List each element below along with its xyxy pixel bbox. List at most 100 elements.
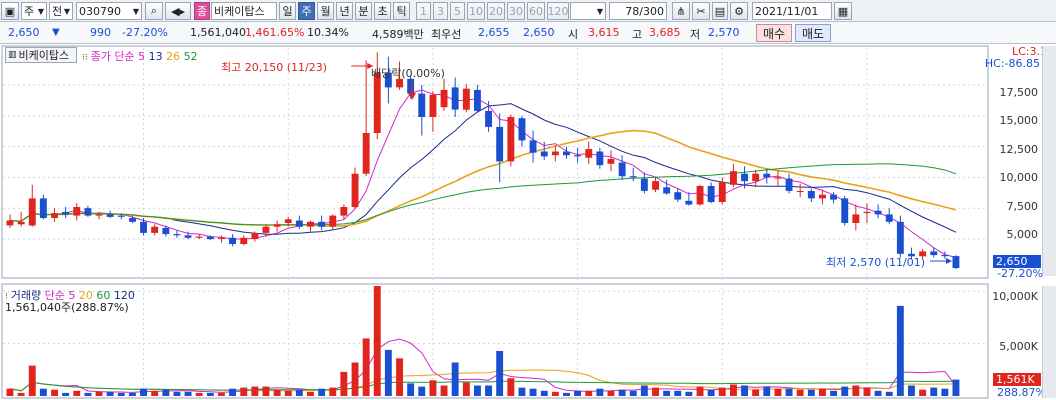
window-icon[interactable]: ▣: [1, 2, 19, 20]
name-badge[interactable]: 종: [194, 2, 210, 20]
candle-body-47: [529, 140, 537, 153]
save-icon[interactable]: ▤: [712, 2, 728, 20]
candle-body-72: [807, 191, 815, 199]
minute-step-10[interactable]: 10: [467, 2, 485, 20]
custom-period-select[interactable]: ▼: [570, 2, 606, 20]
candle-body-39: [440, 89, 448, 108]
volume-bar-50: [563, 392, 570, 396]
y-tick-12500: 12,500: [999, 143, 1039, 156]
candle-body-58: [652, 181, 659, 190]
volume-bar-81: [908, 385, 915, 396]
sound-icon[interactable]: ◀▸: [165, 2, 191, 20]
volume-bar-32: [362, 338, 370, 396]
volume-bar-63: [707, 389, 715, 396]
period-button-5[interactable]: 초: [374, 2, 391, 20]
volume-bar-21: [240, 387, 248, 396]
period-button-2[interactable]: 월: [317, 2, 334, 20]
low-price: 2,570: [708, 26, 740, 39]
view-select[interactable]: 전 ▼: [49, 2, 73, 20]
price-panel-scrollbar[interactable]: [1042, 46, 1056, 276]
volume-legend-title: 거래량: [10, 289, 42, 302]
ma-legend-title: 종가 단순: [90, 50, 135, 63]
candle-body-65: [730, 171, 737, 185]
period-button-1[interactable]: 주: [298, 2, 315, 20]
stock-legend-name: 비케이탑스: [18, 49, 70, 62]
candle-body-25: [284, 219, 292, 223]
date-input[interactable]: 2021/11/01: [752, 2, 832, 20]
volume-tick-10000k: 10,000K: [992, 290, 1038, 303]
ma-legend-52: 52: [183, 50, 198, 63]
candle-body-12: [140, 221, 147, 233]
stock-name-field[interactable]: 비케이탑스: [211, 2, 277, 20]
period-button-0[interactable]: 일: [279, 2, 296, 20]
minute-step-60[interactable]: 60: [527, 2, 545, 20]
volume-bar-16: [184, 391, 192, 396]
minute-step-3[interactable]: 3: [433, 2, 448, 20]
down-arrow-icon: ▼: [52, 27, 60, 38]
candle-body-57: [640, 178, 648, 191]
open-price: 3,615: [588, 26, 620, 39]
y-tick-17500: 17,500: [999, 86, 1039, 99]
volume-bar-25: [284, 390, 292, 396]
period-button-6[interactable]: 틱: [393, 2, 410, 20]
volume-bar-45: [507, 378, 515, 396]
volume-bar-33: [373, 286, 381, 396]
market-type-select[interactable]: 주 ▼: [21, 2, 47, 20]
last-volume-tag: 1,561K: [993, 373, 1041, 386]
volume-bar-68: [763, 386, 771, 396]
search-icon[interactable]: ⌕: [145, 2, 163, 20]
period-button-3[interactable]: 년: [336, 2, 353, 20]
volume-bar-82: [919, 389, 927, 396]
candle-body-14: [162, 227, 170, 235]
volume-bar-52: [585, 390, 593, 396]
volume-bar-1: [17, 392, 25, 396]
sell-button[interactable]: 매도: [795, 24, 831, 42]
volume-ma-title: 단순: [44, 289, 65, 302]
count-input[interactable]: 78/300: [609, 2, 667, 20]
minute-step-5[interactable]: 5: [450, 2, 465, 20]
indicator-icon[interactable]: ⋔: [672, 2, 690, 20]
candle-body-15: [173, 234, 181, 236]
volume-ma-5: 5: [68, 289, 76, 302]
candle-body-32: [362, 133, 370, 174]
candle-body-18: [206, 236, 214, 240]
candle-body-2: [28, 198, 36, 226]
volume-bars: [6, 286, 960, 396]
candle-body-0: [6, 220, 14, 226]
minute-step-20[interactable]: 20: [487, 2, 505, 20]
volume-bar-56: [629, 390, 637, 396]
volume-bar-28: [318, 388, 326, 396]
minute-step-120[interactable]: 120: [547, 2, 569, 20]
volume-bar-47: [529, 388, 537, 396]
minute-step-1[interactable]: 1: [416, 2, 431, 20]
buy-button[interactable]: 매수: [756, 24, 792, 42]
candle-body-46: [518, 118, 526, 141]
candle-body-28: [318, 221, 326, 227]
tools-icon[interactable]: ✂: [692, 2, 710, 20]
volume-bar-43: [485, 385, 492, 396]
candle-body-85: [952, 256, 960, 268]
gear-icon[interactable]: ⚙: [730, 2, 748, 20]
volume-panel-scrollbar[interactable]: [1042, 286, 1056, 398]
last-price-pct: -27.20%: [997, 267, 1043, 280]
calendar-icon[interactable]: ▦: [834, 2, 852, 20]
volume-bar-3: [39, 388, 47, 396]
volume-bar-22: [251, 386, 259, 396]
stock-legend-box[interactable]: ▥ 비케이탑스: [5, 47, 77, 63]
candle-body-52: [585, 149, 593, 158]
volume-bar-7: [84, 392, 92, 396]
volume-bar-49: [551, 391, 559, 396]
volume-bar-77: [863, 387, 871, 396]
period-button-4[interactable]: 분: [355, 2, 372, 20]
candle-body-73: [819, 194, 826, 199]
stock-chart[interactable]: [0, 44, 1056, 400]
volume-bar-64: [718, 387, 726, 396]
candle-body-41: [462, 88, 470, 110]
trade-amount: 4,589백만: [372, 28, 424, 41]
volume-panel-frame: [1, 283, 989, 399]
ma-legend-26: 26: [166, 50, 181, 63]
volume-ma-120: 120: [113, 289, 135, 302]
stock-code-input[interactable]: 030790 ▼: [76, 2, 142, 20]
minute-step-30[interactable]: 30: [507, 2, 525, 20]
candle-body-49: [551, 151, 559, 156]
